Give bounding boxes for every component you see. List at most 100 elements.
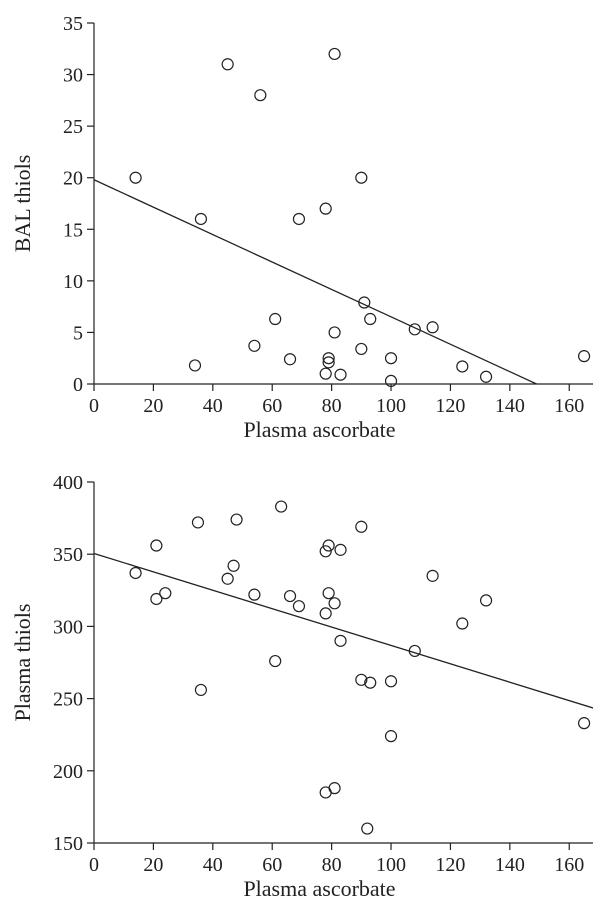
x-tick-label: 160: [554, 395, 584, 417]
plasma-thiols-chart: 150 200 250 300 350 400 0 20 40 60 80 100 120 140 160 P…: [10, 472, 593, 901]
data-point: [194, 683, 208, 697]
y-tick-label: 150: [53, 833, 83, 855]
x-tick-label: 0: [89, 395, 99, 417]
data-point: [159, 587, 172, 600]
data-point: [248, 588, 261, 601]
x-tick-label: 100: [376, 395, 406, 417]
x-tick-label: 60: [262, 854, 282, 876]
x-tick-label: 140: [495, 854, 525, 876]
x-tick-label: 60: [262, 395, 282, 417]
data-point: [319, 607, 332, 620]
data-point: [322, 352, 335, 365]
data-point: [248, 339, 261, 352]
data-point: [358, 296, 371, 309]
x-axis-label: Plasma ascorbate: [243, 876, 395, 901]
y-tick-label: 15: [63, 219, 83, 241]
y-tick-label: 200: [53, 761, 83, 783]
data-point: [577, 350, 591, 363]
data-point: [408, 323, 421, 336]
x-tick-label: 0: [89, 854, 99, 876]
data-point: [384, 675, 398, 688]
data-point: [254, 89, 267, 102]
regression-line: [93, 179, 537, 385]
data-point: [322, 587, 335, 600]
y-tick-label: 25: [63, 116, 83, 138]
data-point: [150, 539, 163, 552]
data-point: [328, 326, 341, 339]
data-point: [129, 566, 142, 580]
y-tick-label: 35: [63, 13, 83, 35]
data-point: [292, 600, 306, 613]
data-point: [577, 717, 591, 730]
data-point: [269, 312, 282, 326]
data-point: [408, 644, 421, 658]
data-point: [456, 360, 469, 373]
data-point: [334, 368, 347, 381]
data-point: [275, 500, 288, 513]
y-tick-label: 400: [53, 472, 83, 494]
data-point: [426, 321, 439, 334]
x-tick-label: 140: [495, 395, 525, 417]
x-tick-label: 120: [435, 854, 465, 876]
data-point: [456, 617, 469, 630]
y-tick-label: 350: [53, 544, 83, 566]
data-point: [319, 545, 332, 558]
data-point: [364, 312, 377, 326]
data-point: [355, 673, 368, 686]
y-tick-label: 20: [63, 168, 83, 190]
data-point: [283, 353, 297, 366]
x-tick-label: 80: [322, 854, 342, 876]
y-axis-label: Plasma thiols: [10, 604, 35, 722]
x-tick-label: 40: [203, 395, 223, 417]
y-tick-label: 0: [73, 374, 83, 396]
data-point: [322, 356, 335, 369]
data-point: [194, 212, 208, 226]
data-point: [328, 782, 341, 795]
data-point: [426, 569, 439, 582]
x-axis-label: Plasma ascorbate: [243, 417, 395, 442]
data-point: [384, 352, 398, 365]
y-tick-label: 5: [73, 322, 83, 344]
data-point: [227, 559, 240, 572]
y-axis-label: BAL thiols: [10, 155, 35, 253]
y-tick-label: 250: [53, 689, 83, 711]
data-point: [479, 370, 493, 383]
data-point: [334, 634, 347, 647]
bal-thiols-chart: 0 5 10 15 20 25 30 35 0 20 40 60 80 100 120 140 160 Plasm…: [10, 13, 593, 442]
y-tick-label: 300: [53, 616, 83, 638]
data-point: [384, 374, 398, 388]
data-point: [283, 589, 297, 603]
data-point: [328, 47, 341, 61]
y-tick-label: 30: [63, 65, 83, 87]
data-point: [319, 367, 332, 380]
data-point: [230, 513, 243, 526]
regression-line: [93, 552, 593, 709]
x-tick-label: 20: [143, 395, 163, 417]
data-point: [292, 212, 306, 226]
data-point: [384, 730, 398, 743]
data-point: [334, 543, 347, 556]
x-tick-label: 120: [435, 395, 465, 417]
data-point: [221, 58, 234, 71]
data-point: [188, 359, 202, 372]
x-tick-label: 40: [203, 854, 223, 876]
x-tick-label: 160: [554, 854, 584, 876]
data-point: [328, 597, 341, 610]
data-point: [191, 516, 205, 529]
data-point: [129, 171, 142, 184]
data-point: [361, 822, 374, 835]
x-tick-label: 100: [376, 854, 406, 876]
data-point: [269, 654, 282, 668]
y-tick-label: 10: [63, 271, 83, 293]
data-point: [221, 572, 234, 585]
data-point: [364, 676, 377, 689]
x-tick-label: 20: [143, 854, 163, 876]
data-point: [355, 171, 368, 184]
data-point: [355, 520, 368, 533]
data-point: [322, 539, 335, 552]
data-point: [150, 592, 163, 606]
data-point: [355, 342, 368, 356]
data-point: [479, 594, 493, 607]
x-tick-label: 80: [322, 395, 342, 417]
